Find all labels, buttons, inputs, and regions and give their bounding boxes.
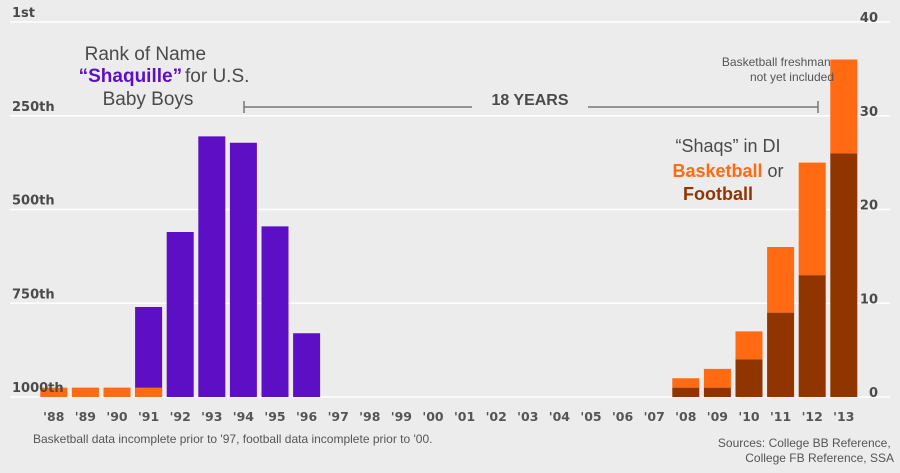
bar-shaquille xyxy=(135,307,163,397)
x-tick-label: '00 xyxy=(422,409,444,424)
x-tick-label: '01 xyxy=(454,409,475,424)
bar-shaquille xyxy=(261,226,289,397)
x-tick-label: '89 xyxy=(75,409,96,424)
bar-basketball xyxy=(71,387,99,397)
bar-basketball xyxy=(135,387,163,397)
bar-basketball xyxy=(40,387,68,397)
bar-shaquille xyxy=(293,333,321,397)
x-tick-label: '02 xyxy=(486,409,507,424)
right-tick-label: 0 xyxy=(869,386,878,401)
bar-basketball xyxy=(703,368,731,388)
left-tick-label: 1000th xyxy=(12,381,64,396)
left-tick-label: 250th xyxy=(12,100,55,115)
x-tick-label: '12 xyxy=(802,409,823,424)
right-tick-label: 10 xyxy=(860,292,878,307)
x-tick-label: '03 xyxy=(517,409,538,424)
x-tick-label: '05 xyxy=(580,409,601,424)
left-tick-label: 750th xyxy=(12,287,55,302)
sources-line2: College FB Reference, SSA xyxy=(745,451,894,465)
bar-football xyxy=(735,359,763,397)
freshman-note-line2: not yet included xyxy=(750,70,834,84)
right-title-basketball: Basketball xyxy=(672,161,762,181)
x-tick-label: '07 xyxy=(644,409,665,424)
title-line1: Rank of Name xyxy=(85,44,206,65)
sources-line1: Sources: College BB Reference, xyxy=(718,436,891,450)
x-tick-label: '08 xyxy=(675,409,696,424)
x-tick-label: '10 xyxy=(738,409,760,424)
right-axis: 0 10 20 30 40 xyxy=(860,11,878,401)
bar-football xyxy=(767,312,795,397)
footnote: Basketball data incomplete prior to '97,… xyxy=(33,432,432,446)
bar-shaquille xyxy=(229,142,257,397)
right-tick-label: 40 xyxy=(860,11,878,26)
x-tick-label: '98 xyxy=(359,409,380,424)
right-tick-label: 30 xyxy=(860,105,878,120)
right-title-or: or xyxy=(763,161,784,181)
x-tick-label: '90 xyxy=(106,409,128,424)
x-tick-label: '94 xyxy=(233,409,255,424)
freshman-note: Basketball freshman not yet included xyxy=(722,55,834,84)
right-title-line1: “Shaqs” in DI xyxy=(675,136,780,156)
bar-football xyxy=(703,387,731,397)
x-tick-label: '91 xyxy=(138,409,159,424)
x-tick-label: '04 xyxy=(549,409,571,424)
bar-football xyxy=(672,387,700,397)
title-line2-rest: for U.S. xyxy=(185,66,249,87)
x-tick-label: '13 xyxy=(833,409,854,424)
x-tick-label: '95 xyxy=(264,409,285,424)
x-tick-label: '88 xyxy=(43,409,64,424)
x-tick-label: '99 xyxy=(391,409,412,424)
right-title-football: Football xyxy=(683,184,753,204)
x-tick-label: '11 xyxy=(770,409,791,424)
bar-basketball xyxy=(798,162,826,276)
title-name: “Shaquille” xyxy=(79,66,182,87)
sources: Sources: College BB Reference, College F… xyxy=(718,436,894,465)
span-label: 18 YEARS xyxy=(491,92,568,109)
bar-shaquille xyxy=(166,232,194,397)
chart-title: Rank of Name “Shaquille” Baby Boys xyxy=(79,44,212,110)
title-line3: Baby Boys xyxy=(103,89,194,110)
bar-basketball xyxy=(767,247,795,313)
bar-basketball xyxy=(830,59,858,154)
x-tick-label: '93 xyxy=(201,409,222,424)
x-tick-label: '09 xyxy=(707,409,728,424)
left-tick-label: 1st xyxy=(12,6,35,21)
bar-shaquille xyxy=(198,136,226,397)
right-title-line2: Basketball or xyxy=(672,161,783,181)
bar-basketball xyxy=(672,378,700,388)
left-axis: 1st 250th 500th 750th 1000th xyxy=(12,6,64,396)
x-tick-label: '06 xyxy=(612,409,634,424)
x-tick-label: '96 xyxy=(296,409,318,424)
x-axis: '88 '89 '90 '91 '92 '93 '94 '95 '96 '97 '98 '99 '00 '… xyxy=(43,409,854,424)
left-tick-label: 500th xyxy=(12,194,55,209)
freshman-note-line1: Basketball freshman xyxy=(722,55,831,69)
x-tick-label: '97 xyxy=(328,409,349,424)
bars xyxy=(40,59,858,397)
bar-basketball xyxy=(735,331,763,360)
bar-football xyxy=(798,275,826,397)
x-tick-label: '92 xyxy=(170,409,191,424)
right-tick-label: 20 xyxy=(860,199,878,214)
bar-basketball xyxy=(103,387,131,397)
bar-football xyxy=(830,153,858,397)
